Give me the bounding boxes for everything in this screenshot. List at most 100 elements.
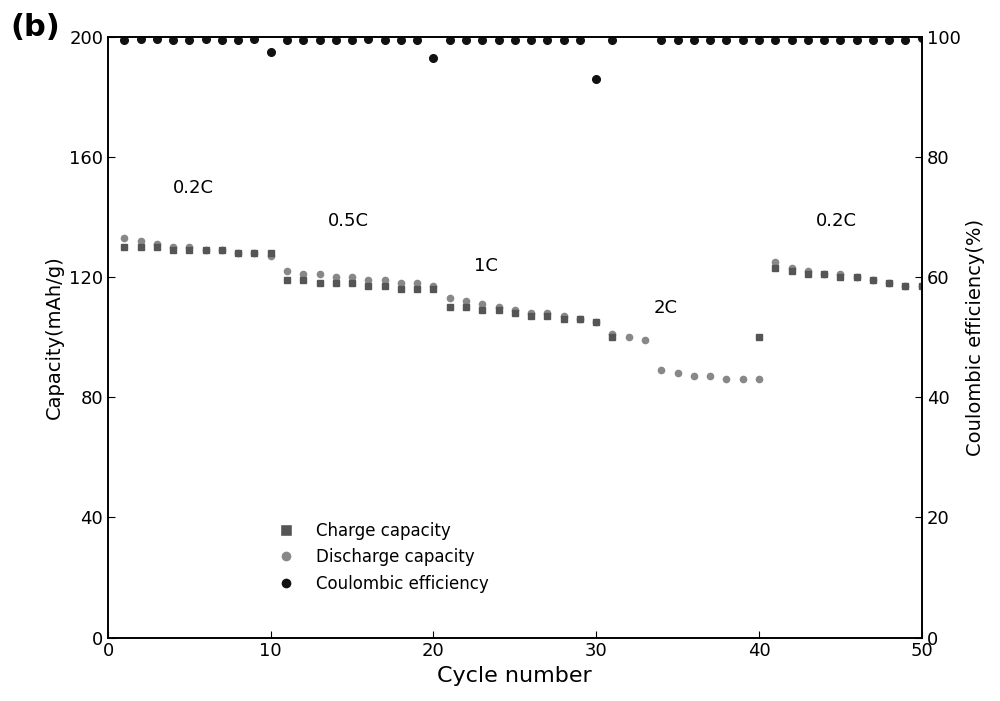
Charge capacity (200, 246, 212, 254)
Discharge capacity (883, 279, 895, 287)
Charge capacity (216, 246, 228, 254)
Coulombic efficiency (151, 35, 163, 43)
Discharge capacity (167, 243, 179, 251)
Coulombic efficiency (346, 35, 358, 43)
Y-axis label: Coulombic efficiency(%): Coulombic efficiency(%) (966, 219, 985, 456)
Discharge capacity (737, 375, 749, 383)
Coulombic efficiency (818, 35, 830, 43)
Coulombic efficiency (851, 35, 863, 43)
Charge capacity (476, 306, 488, 314)
Charge capacity (802, 270, 814, 278)
Discharge capacity (493, 303, 505, 311)
Coulombic efficiency (314, 35, 326, 43)
Coulombic efficiency (558, 35, 570, 43)
Charge capacity (379, 282, 391, 290)
Coulombic efficiency (135, 35, 147, 43)
Discharge capacity (541, 309, 553, 318)
Discharge capacity (834, 270, 846, 278)
Charge capacity (899, 282, 911, 290)
Coulombic efficiency (118, 35, 130, 43)
Charge capacity (151, 243, 163, 251)
Coulombic efficiency (232, 35, 244, 43)
Coulombic efficiency (411, 35, 423, 43)
Discharge capacity (183, 243, 195, 251)
Text: 1C: 1C (474, 257, 498, 275)
Charge capacity (346, 279, 358, 287)
Coulombic efficiency (493, 35, 505, 43)
Charge capacity (265, 249, 277, 257)
Charge capacity (769, 264, 781, 272)
Charge capacity (330, 279, 342, 287)
Coulombic efficiency (720, 35, 732, 43)
Discharge capacity (314, 270, 326, 278)
Coulombic efficiency (867, 35, 879, 43)
Coulombic efficiency (883, 35, 895, 43)
Text: 2C: 2C (653, 299, 677, 317)
Text: 0.5C: 0.5C (328, 212, 369, 230)
Discharge capacity (427, 282, 439, 290)
Discharge capacity (395, 279, 407, 287)
Discharge capacity (346, 273, 358, 281)
Discharge capacity (655, 366, 667, 374)
Coulombic efficiency (297, 35, 309, 43)
Discharge capacity (297, 270, 309, 278)
Coulombic efficiency (216, 35, 228, 43)
Charge capacity (362, 282, 374, 290)
Coulombic efficiency (525, 35, 537, 43)
Discharge capacity (802, 267, 814, 275)
Text: 0.2C: 0.2C (173, 179, 214, 197)
Discharge capacity (851, 273, 863, 281)
Discharge capacity (525, 309, 537, 318)
Discharge capacity (720, 375, 732, 383)
Coulombic efficiency (916, 34, 928, 43)
Charge capacity (460, 303, 472, 311)
Discharge capacity (753, 375, 765, 383)
Discharge capacity (281, 267, 293, 275)
Discharge capacity (672, 369, 684, 377)
Line: Coulombic efficiency: Coulombic efficiency (120, 34, 926, 83)
Discharge capacity (916, 282, 928, 290)
Coulombic efficiency (183, 35, 195, 43)
Coulombic efficiency (688, 35, 700, 43)
Charge capacity (525, 312, 537, 320)
Charge capacity (427, 285, 439, 293)
Line: Charge capacity: Charge capacity (121, 244, 925, 340)
Charge capacity (867, 275, 879, 284)
Coulombic efficiency (476, 35, 488, 43)
Charge capacity (444, 303, 456, 311)
Coulombic efficiency (606, 35, 618, 43)
Coulombic efficiency (655, 35, 667, 43)
Discharge capacity (216, 246, 228, 254)
Discharge capacity (200, 246, 212, 254)
Charge capacity (395, 285, 407, 293)
Discharge capacity (379, 275, 391, 284)
Charge capacity (818, 270, 830, 278)
Discharge capacity (265, 252, 277, 260)
Discharge capacity (574, 315, 586, 323)
Discharge capacity (248, 249, 260, 257)
Discharge capacity (786, 264, 798, 272)
Charge capacity (606, 333, 618, 341)
Charge capacity (883, 279, 895, 287)
Charge capacity (411, 285, 423, 293)
Coulombic efficiency (509, 35, 521, 43)
Charge capacity (574, 315, 586, 323)
Discharge capacity (639, 336, 651, 344)
Coulombic efficiency (786, 35, 798, 43)
Coulombic efficiency (265, 48, 277, 56)
Coulombic efficiency (395, 35, 407, 43)
Discharge capacity (232, 249, 244, 257)
Discharge capacity (818, 270, 830, 278)
Text: (b): (b) (10, 13, 60, 41)
Legend: Charge capacity, Discharge capacity, Coulombic efficiency: Charge capacity, Discharge capacity, Cou… (263, 515, 496, 599)
Discharge capacity (769, 258, 781, 266)
Discharge capacity (688, 372, 700, 381)
Coulombic efficiency (379, 35, 391, 43)
Charge capacity (232, 249, 244, 257)
Charge capacity (509, 309, 521, 318)
Line: Discharge capacity: Discharge capacity (121, 235, 925, 382)
Discharge capacity (330, 273, 342, 281)
Discharge capacity (704, 372, 716, 381)
Coulombic efficiency (541, 35, 553, 43)
Charge capacity (786, 267, 798, 275)
